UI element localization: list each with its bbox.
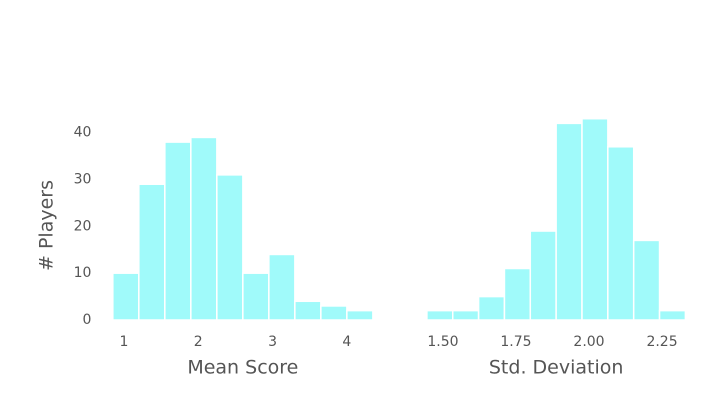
y-tick-label: 40 [74,125,92,141]
bar [426,309,454,321]
x-tick-label: 2 [194,334,203,350]
bar [216,174,244,321]
x-axis-label: Mean Score [187,357,298,379]
bar [164,141,192,321]
y-tick-label: 0 [82,312,91,328]
bar [320,305,348,321]
bar [477,295,506,321]
bar [190,136,218,321]
bar [581,117,609,321]
x-tick-label: 2.25 [646,334,677,350]
y-tick-label: 10 [74,265,92,281]
bar [268,253,296,321]
x-axis-label: Std. Deviation [489,357,624,379]
x-tick-label: 4 [342,334,351,350]
bar [632,239,661,321]
bar [503,267,532,321]
y-tick-label: 20 [74,218,92,234]
x-tick-label: 2.00 [573,334,604,350]
bar [346,309,374,321]
bar [529,230,557,321]
bar [607,146,635,321]
y-tick-label: 30 [74,172,92,188]
x-tick-label: 3 [268,334,277,350]
bar [294,300,322,321]
x-tick-label: 1.75 [500,334,531,350]
bar [555,122,583,321]
x-tick-label: 1.50 [427,334,458,350]
bar [658,309,687,321]
y-axis-label: # Players [36,180,58,271]
x-tick-label: 1 [120,334,129,350]
bar [112,272,140,321]
bar [452,309,480,321]
bar [242,272,270,321]
bar [138,183,166,321]
